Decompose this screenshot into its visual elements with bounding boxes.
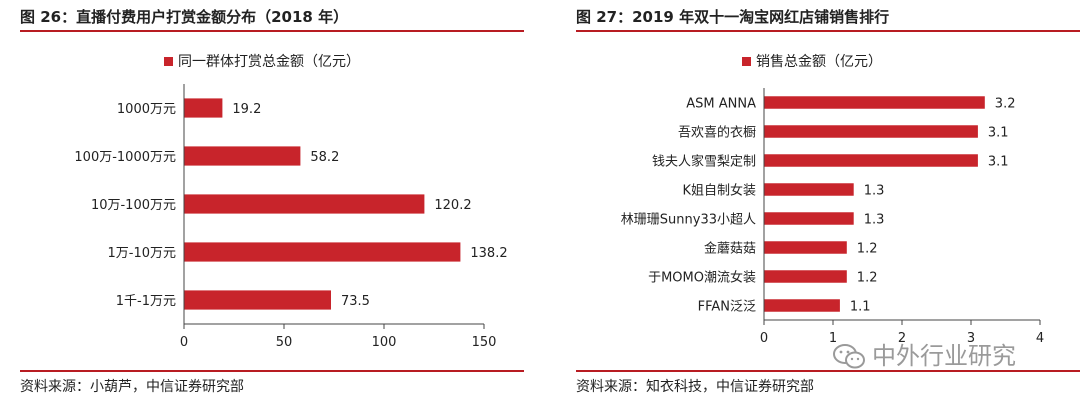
right-bar — [764, 154, 978, 167]
right-bar — [764, 212, 854, 225]
right-value-label: 3.2 — [995, 97, 1016, 112]
right-value-label: 3.1 — [988, 155, 1009, 170]
right-value-label: 1.1 — [850, 300, 871, 315]
left-category-label: 1千-1万元 — [116, 294, 176, 309]
right-bar — [764, 125, 978, 138]
right-x-tick-label: 0 — [760, 331, 768, 346]
right-legend-label: 销售总金额（亿元） — [756, 54, 882, 70]
left-value-label: 73.5 — [341, 294, 370, 309]
right-bar — [764, 96, 985, 109]
left-category-label: 1000万元 — [117, 102, 176, 117]
left-title-rule — [20, 30, 524, 32]
left-value-label: 58.2 — [310, 150, 339, 165]
right-legend: 销售总金额（亿元） — [742, 54, 882, 70]
right-x-tick-label: 4 — [1036, 331, 1044, 346]
right-category-label: 钱夫人家雪梨定制 — [652, 154, 756, 170]
right-bar-chart: 销售总金额（亿元） ASM ANNA 3.2 吾欢喜的衣橱 3.1 钱夫人家雪梨定制 3.1… — [621, 54, 1044, 346]
watermark-text: 中外行业研究 — [872, 342, 1016, 370]
left-source-note: 资料来源：小葫芦，中信证券研究部 — [20, 379, 244, 395]
right-legend-swatch — [742, 57, 751, 66]
left-bar — [184, 146, 301, 166]
left-category-label: 100万-1000万元 — [74, 150, 176, 165]
right-value-label: 1.3 — [864, 184, 885, 199]
left-source-rule — [20, 370, 524, 372]
right-figure-title: 图 27：2019 年双十一淘宝网红店铺销售排行 — [576, 8, 890, 26]
right-title-rule — [576, 30, 1080, 32]
wechat-icon — [833, 344, 865, 369]
right-category-label: K姐自制女装 — [682, 183, 756, 199]
right-bar — [764, 270, 847, 283]
right-category-label: 林珊珊Sunny33小超人 — [621, 213, 756, 228]
left-bar-chart: 同一群体打赏总金额（亿元） 1000万元 19.2 100万-1000万元 58.2 10… — [74, 53, 507, 350]
right-source-rule — [576, 370, 1080, 372]
right-x-tick-label: 1 — [829, 331, 837, 346]
left-bar — [184, 290, 331, 310]
right-source-note: 资料来源：知衣科技，中信证券研究部 — [576, 379, 814, 395]
right-x-tick-label: 3 — [967, 331, 975, 346]
left-bar — [184, 194, 425, 214]
right-category-label: FFAN泛泛 — [698, 300, 756, 315]
left-figure-title: 图 26：直播付费用户打赏金额分布（2018 年） — [20, 8, 349, 26]
right-x-tick-label: 2 — [898, 331, 906, 346]
right-value-label: 1.2 — [857, 242, 878, 257]
right-category-label: 于MOMO潮流女装 — [648, 270, 756, 286]
left-legend-label: 同一群体打赏总金额（亿元） — [178, 53, 360, 70]
left-x-tick-label: 100 — [372, 335, 397, 350]
left-category-label: 1万-10万元 — [107, 246, 176, 261]
left-legend-swatch — [164, 57, 173, 66]
left-value-label: 120.2 — [434, 198, 471, 213]
right-bar — [764, 183, 854, 196]
right-category-label: 吾欢喜的衣橱 — [678, 125, 756, 141]
left-x-tick-label: 150 — [472, 335, 497, 350]
left-bar — [184, 98, 223, 118]
right-category-label: ASM ANNA — [686, 97, 756, 112]
right-category-label: 金蘑菇菇 — [704, 241, 756, 257]
left-legend: 同一群体打赏总金额（亿元） — [164, 53, 360, 70]
right-value-label: 1.2 — [857, 271, 878, 286]
left-bar — [184, 242, 461, 262]
left-x-tick-label: 50 — [276, 335, 293, 350]
right-bar — [764, 299, 840, 312]
right-bar — [764, 241, 847, 254]
left-value-label: 19.2 — [232, 102, 261, 117]
right-value-label: 3.1 — [988, 126, 1009, 141]
left-category-label: 10万-100万元 — [91, 198, 176, 213]
right-figure-panel: 图 27：2019 年双十一淘宝网红店铺销售排行 销售总金额（亿元） ASM AN… — [556, 0, 1080, 400]
right-value-label: 1.3 — [864, 213, 885, 228]
left-value-label: 138.2 — [470, 246, 507, 261]
left-x-tick-label: 0 — [180, 335, 188, 350]
left-figure-panel: 图 26：直播付费用户打赏金额分布（2018 年） 同一群体打赏总金额（亿元） 1… — [20, 8, 524, 395]
watermark: 中外行业研究 — [832, 336, 1016, 371]
